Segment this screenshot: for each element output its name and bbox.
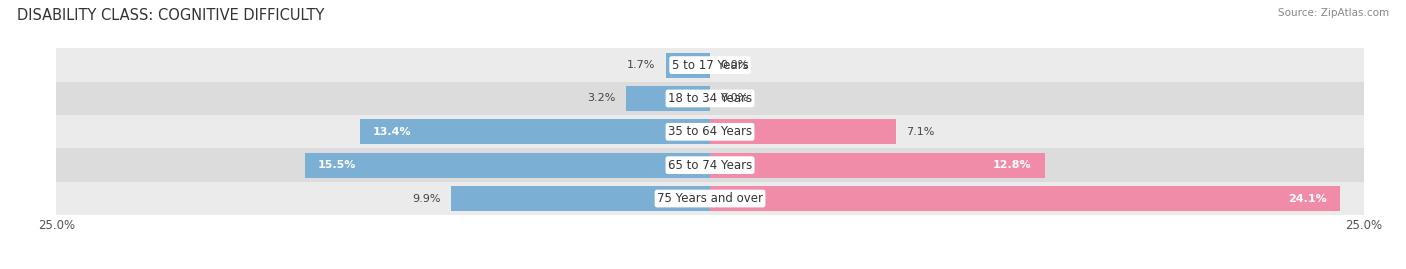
Bar: [451, 186, 710, 211]
Bar: [56, 148, 1364, 182]
Text: 5 to 17 Years: 5 to 17 Years: [672, 59, 748, 72]
Text: 0.0%: 0.0%: [720, 93, 749, 104]
Bar: [56, 48, 1364, 82]
Text: 24.1%: 24.1%: [1288, 193, 1327, 204]
Text: 1.7%: 1.7%: [627, 60, 655, 70]
Text: 65 to 74 Years: 65 to 74 Years: [668, 159, 752, 172]
Text: 12.8%: 12.8%: [993, 160, 1032, 170]
Bar: [710, 153, 1045, 178]
Text: 15.5%: 15.5%: [318, 160, 356, 170]
Text: 75 Years and over: 75 Years and over: [657, 192, 763, 205]
Text: 9.9%: 9.9%: [412, 193, 440, 204]
Text: Source: ZipAtlas.com: Source: ZipAtlas.com: [1278, 8, 1389, 18]
Text: 7.1%: 7.1%: [905, 127, 935, 137]
Bar: [360, 119, 710, 144]
Bar: [710, 119, 896, 144]
Text: DISABILITY CLASS: COGNITIVE DIFFICULTY: DISABILITY CLASS: COGNITIVE DIFFICULTY: [17, 8, 325, 23]
Bar: [56, 182, 1364, 215]
Text: 13.4%: 13.4%: [373, 127, 412, 137]
Text: 35 to 64 Years: 35 to 64 Years: [668, 125, 752, 138]
Text: 0.0%: 0.0%: [720, 60, 749, 70]
Bar: [626, 86, 710, 111]
Bar: [56, 115, 1364, 148]
Bar: [56, 82, 1364, 115]
Bar: [710, 186, 1340, 211]
Text: 18 to 34 Years: 18 to 34 Years: [668, 92, 752, 105]
Bar: [665, 53, 710, 78]
Text: 3.2%: 3.2%: [588, 93, 616, 104]
Bar: [305, 153, 710, 178]
